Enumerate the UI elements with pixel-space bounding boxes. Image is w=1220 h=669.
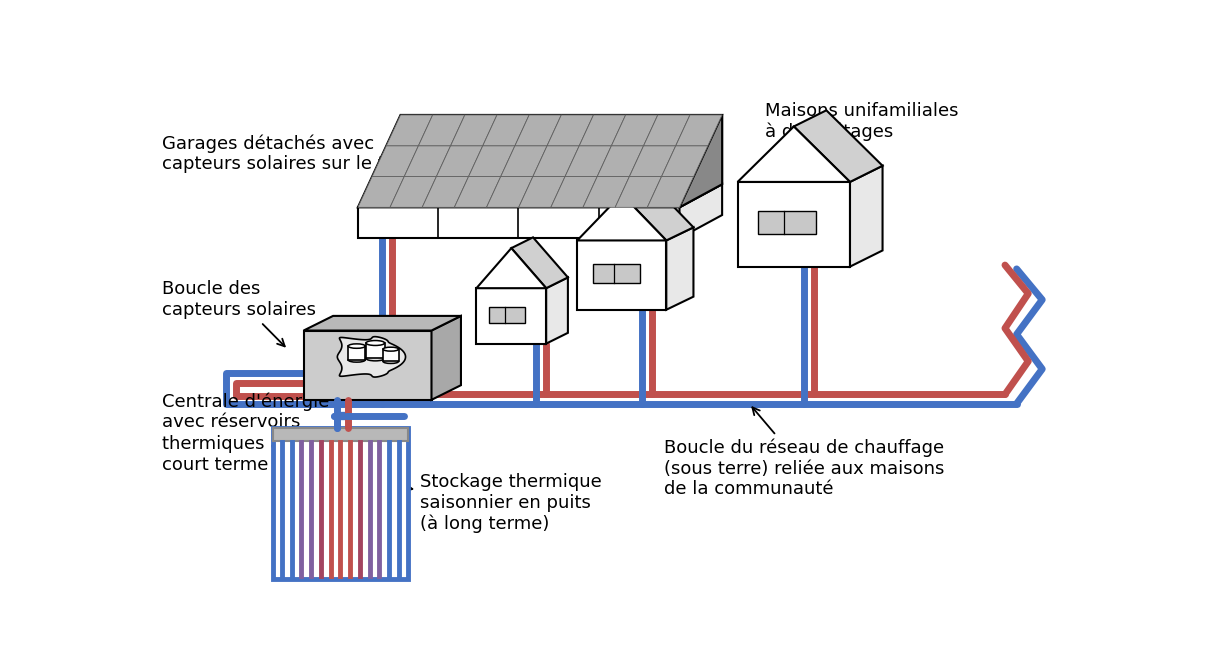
Ellipse shape <box>366 341 384 345</box>
Text: Boucle du réseau de chauffage
(sous terre) reliée aux maisons
de la communauté: Boucle du réseau de chauffage (sous terr… <box>664 407 944 498</box>
Ellipse shape <box>383 347 399 351</box>
Polygon shape <box>580 115 626 146</box>
Polygon shape <box>511 237 567 288</box>
Polygon shape <box>487 177 533 207</box>
Ellipse shape <box>366 356 384 361</box>
Polygon shape <box>390 177 437 207</box>
Polygon shape <box>680 115 722 207</box>
Polygon shape <box>622 181 693 240</box>
Polygon shape <box>593 264 639 284</box>
Ellipse shape <box>348 358 365 362</box>
Polygon shape <box>500 146 547 177</box>
Polygon shape <box>598 146 644 177</box>
Polygon shape <box>738 126 850 182</box>
Polygon shape <box>432 316 461 400</box>
Text: Centrale d'énergie
avec réservoirs
thermiques à
court terme: Centrale d'énergie avec réservoirs therm… <box>162 373 364 474</box>
Text: Stockage thermique
saisonnier en puits
(à long terme): Stockage thermique saisonnier en puits (… <box>405 473 601 533</box>
Polygon shape <box>551 177 598 207</box>
Polygon shape <box>648 177 694 207</box>
Bar <box>272 428 409 579</box>
Polygon shape <box>477 288 547 344</box>
Polygon shape <box>577 194 666 240</box>
Polygon shape <box>387 115 433 146</box>
Bar <box>272 428 409 441</box>
Polygon shape <box>357 207 680 238</box>
Text: Maisons unifamiliales
à deux étages: Maisons unifamiliales à deux étages <box>765 102 958 187</box>
Polygon shape <box>518 177 565 207</box>
Polygon shape <box>366 343 384 359</box>
Polygon shape <box>372 146 418 177</box>
Polygon shape <box>547 278 567 344</box>
Polygon shape <box>758 211 816 234</box>
Polygon shape <box>565 146 611 177</box>
Polygon shape <box>357 115 722 207</box>
Polygon shape <box>383 349 399 361</box>
Polygon shape <box>450 115 497 146</box>
Polygon shape <box>483 115 529 146</box>
Polygon shape <box>468 146 515 177</box>
Polygon shape <box>304 316 461 330</box>
Polygon shape <box>644 115 691 146</box>
Polygon shape <box>583 177 630 207</box>
Polygon shape <box>661 146 708 177</box>
Polygon shape <box>348 346 365 360</box>
Polygon shape <box>357 177 404 207</box>
Polygon shape <box>422 177 468 207</box>
Polygon shape <box>630 146 676 177</box>
Polygon shape <box>676 115 722 146</box>
Ellipse shape <box>383 359 399 363</box>
Polygon shape <box>533 146 580 177</box>
Ellipse shape <box>348 344 365 349</box>
Text: Garages détachés avec
capteurs solaires sur le toit: Garages détachés avec capteurs solaires … <box>162 134 442 173</box>
Polygon shape <box>850 166 882 267</box>
Polygon shape <box>515 115 561 146</box>
Polygon shape <box>666 227 693 310</box>
Polygon shape <box>404 146 450 177</box>
Polygon shape <box>680 115 722 207</box>
Polygon shape <box>489 307 526 322</box>
Polygon shape <box>680 184 722 238</box>
Polygon shape <box>454 177 500 207</box>
Polygon shape <box>477 248 547 288</box>
Polygon shape <box>738 182 850 267</box>
Polygon shape <box>437 146 483 177</box>
Polygon shape <box>338 337 405 377</box>
Polygon shape <box>611 115 658 146</box>
Polygon shape <box>577 240 666 310</box>
Polygon shape <box>418 115 465 146</box>
Polygon shape <box>615 177 661 207</box>
Polygon shape <box>304 330 432 400</box>
Polygon shape <box>794 110 882 182</box>
Polygon shape <box>547 115 593 146</box>
Text: Boucle des
capteurs solaires: Boucle des capteurs solaires <box>162 280 316 347</box>
